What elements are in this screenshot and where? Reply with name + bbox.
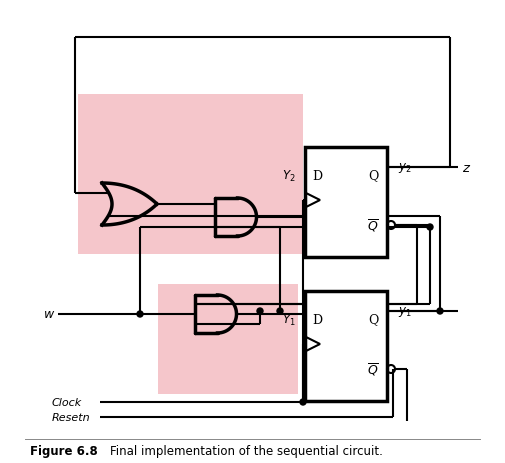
Text: $w$: $w$ [43, 308, 55, 321]
Text: $y_1$: $y_1$ [398, 304, 412, 319]
Circle shape [137, 311, 143, 317]
Circle shape [300, 399, 306, 405]
Circle shape [257, 308, 263, 314]
FancyBboxPatch shape [78, 95, 303, 255]
Circle shape [437, 308, 443, 314]
FancyBboxPatch shape [158, 284, 298, 394]
Text: $Y_2$: $Y_2$ [282, 168, 296, 183]
Text: D: D [312, 313, 322, 326]
Text: Final implementation of the sequential circuit.: Final implementation of the sequential c… [110, 444, 383, 457]
Text: $y_2$: $y_2$ [398, 161, 412, 175]
Text: Resetn: Resetn [52, 412, 90, 422]
Text: $Y_1$: $Y_1$ [282, 312, 296, 327]
Bar [305, 148, 387, 257]
Text: Q: Q [368, 313, 378, 326]
Text: D: D [312, 169, 322, 182]
Bar [305, 291, 387, 401]
Text: $\overline{Q}$: $\overline{Q}$ [367, 217, 379, 234]
Text: $\overline{Q}$: $\overline{Q}$ [367, 361, 379, 377]
Text: $z$: $z$ [462, 161, 471, 174]
Text: Clock: Clock [52, 397, 82, 407]
Text: Figure 6.8: Figure 6.8 [30, 444, 98, 457]
Circle shape [427, 225, 433, 231]
Text: Q: Q [368, 169, 378, 182]
Circle shape [277, 308, 283, 314]
